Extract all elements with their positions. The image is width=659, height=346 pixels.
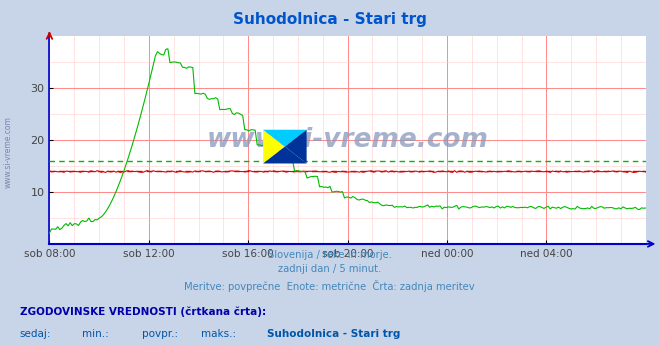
Polygon shape [263,130,306,147]
Text: maks.:: maks.: [201,329,236,339]
Text: Suhodolnica - Stari trg: Suhodolnica - Stari trg [267,329,400,339]
Text: min.:: min.: [82,329,109,339]
Text: www.si-vreme.com: www.si-vreme.com [3,116,13,188]
Text: Slovenija / reke in morje.
zadnji dan / 5 minut.
Meritve: povprečne  Enote: metr: Slovenija / reke in morje. zadnji dan / … [184,250,475,292]
Polygon shape [263,130,285,164]
Polygon shape [285,130,306,164]
Text: www.si-vreme.com: www.si-vreme.com [207,127,488,153]
Text: Suhodolnica - Stari trg: Suhodolnica - Stari trg [233,12,426,27]
Text: ZGODOVINSKE VREDNOSTI (črtkana črta):: ZGODOVINSKE VREDNOSTI (črtkana črta): [20,306,266,317]
Text: sedaj:: sedaj: [20,329,51,339]
Text: povpr.:: povpr.: [142,329,178,339]
Polygon shape [263,147,306,164]
